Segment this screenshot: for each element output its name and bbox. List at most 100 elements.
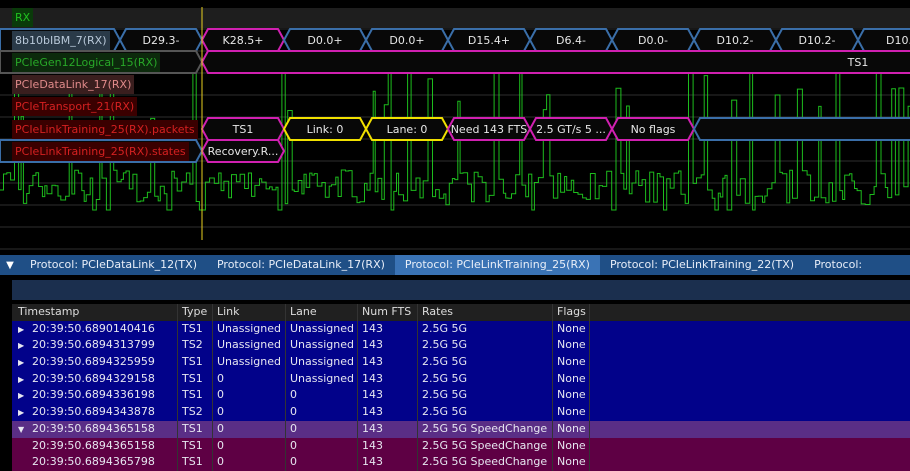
cell-flags: None xyxy=(557,388,586,402)
table-row[interactable]: ▶ 20:39:50.6894336198 TS1 0 0 143 2.5G 5G None xyxy=(12,387,910,405)
cell-flags: None xyxy=(557,371,586,385)
channel-label[interactable]: RX xyxy=(12,8,34,27)
symbol-segment-label: D29.3- xyxy=(143,34,180,47)
cell-num-fts: 143 xyxy=(362,421,383,435)
cell-flags: None xyxy=(557,355,586,369)
table-row[interactable]: ▼ 20:39:50.6894365158 TS1 0 0 143 2.5G 5G Spee… xyxy=(12,420,910,438)
channel-label[interactable]: PCIeTransport_21(RX) xyxy=(12,97,138,116)
collapsed-arrow-icon[interactable]: ▶ xyxy=(18,374,25,384)
symbol-segment-label: D6.4- xyxy=(556,34,586,47)
cell-link: 0 xyxy=(217,371,224,385)
protocol-tab[interactable]: Protocol: PCIeLinkTraining_25(RX) xyxy=(394,255,600,275)
column-header[interactable]: Timestamp xyxy=(12,304,178,321)
cell-rates: 2.5G 5G SpeedChange xyxy=(422,438,548,452)
column-header[interactable]: Type xyxy=(178,304,213,321)
cell-flags: None xyxy=(557,321,586,335)
column-header[interactable]: Flags xyxy=(553,304,590,321)
symbol-segment-label: D0.0+ xyxy=(307,34,342,47)
cell-type: TS1 xyxy=(182,355,203,369)
cell-link: 0 xyxy=(217,388,224,402)
top-strip xyxy=(0,0,910,7)
cell-flags: None xyxy=(557,338,586,352)
cell-lane: 0 xyxy=(290,455,297,469)
packet-segment-label: No flags xyxy=(631,123,676,136)
cell-lane: 0 xyxy=(290,388,297,402)
table-row[interactable]: ▶ 20:39:50.6890140416 TS1 Unassigned Unassig… xyxy=(12,320,910,338)
cell-num-fts: 143 xyxy=(362,371,383,385)
table-row[interactable]: ▶ 20:39:50.6894329158 TS1 0 Unassigned 143 2.5… xyxy=(12,370,910,388)
cell-timestamp: 20:39:50.6894313799 xyxy=(32,338,155,352)
channel-label[interactable]: PCIeLinkTraining_25(RX).states xyxy=(12,142,189,161)
logical-segment[interactable] xyxy=(200,50,910,74)
cell-lane: 0 xyxy=(290,421,297,435)
expanded-arrow-icon[interactable]: ▼ xyxy=(18,424,25,434)
cell-rates: 2.5G 5G xyxy=(422,355,468,369)
cell-timestamp: 20:39:50.6894365798 xyxy=(32,455,155,469)
cell-num-fts: 143 xyxy=(362,355,383,369)
packet-segment[interactable] xyxy=(364,117,450,141)
cell-link: Unassigned xyxy=(217,321,281,335)
cell-type: TS2 xyxy=(182,338,203,352)
packet-segment[interactable] xyxy=(610,117,696,141)
symbol-segment-label: D10.2- xyxy=(799,34,836,47)
channel-label[interactable]: 8b10bIBM_7(RX) xyxy=(12,31,110,50)
collapsed-arrow-icon[interactable]: ▶ xyxy=(18,358,25,368)
packet-segment-label: Lane: 0 xyxy=(387,123,428,136)
cell-flags: None xyxy=(557,438,586,452)
cell-lane: 0 xyxy=(290,438,297,452)
waveform-view[interactable]: D29.3- K28.5+ D0.0+ D0.0+ D15.4+ D6.4- D0.0- D1… xyxy=(0,0,910,250)
cell-lane: Unassigned xyxy=(290,321,354,335)
symbol-segment-label: D10. xyxy=(886,34,910,47)
state-segment-label: Recovery.R... xyxy=(208,145,279,158)
collapsed-arrow-icon[interactable]: ▶ xyxy=(18,324,25,334)
table-row[interactable]: ▶ 20:39:50.6894325959 TS1 Unassigned Unassig… xyxy=(12,354,910,371)
table-header: Timestamp Type Link Lane Num FTS Rates Flags xyxy=(12,304,910,321)
collapsed-arrow-icon[interactable]: ▶ xyxy=(18,408,25,418)
protocol-tab-bar: ▼ Protocol: PCIeDataLink_12(TX) Protocol:… xyxy=(0,255,910,275)
table-row[interactable]: 20:39:50.6894365798 TS1 0 0 143 2.5G 5G Speed… xyxy=(12,454,910,471)
table-row[interactable]: ▶ 20:39:50.6894313799 TS2 Unassigned Unassig… xyxy=(12,337,910,355)
protocol-tab[interactable]: Protocol: PCIeDataLink_17(RX) xyxy=(216,258,385,271)
cell-num-fts: 143 xyxy=(362,321,383,335)
channel-label[interactable]: PCIeLinkTraining_25(RX).packets xyxy=(12,120,198,139)
symbol-segment[interactable] xyxy=(856,28,910,52)
cell-type: TS1 xyxy=(182,388,203,402)
collapsed-arrow-icon[interactable]: ▶ xyxy=(18,341,25,351)
cell-lane: Unassigned xyxy=(290,371,354,385)
cell-lane: Unassigned xyxy=(290,355,354,369)
filter-bar[interactable] xyxy=(12,280,910,300)
packet-segment-label: TS1 xyxy=(232,123,254,136)
table-row[interactable]: 20:39:50.6894365158 TS1 0 0 143 2.5G 5G Speed… xyxy=(12,437,910,455)
cell-link: Unassigned xyxy=(217,338,281,352)
column-header[interactable]: Link xyxy=(213,304,286,321)
column-header[interactable]: Lane xyxy=(286,304,358,321)
protocol-tab[interactable]: Protocol: PCIeDataLink_12(TX) xyxy=(30,258,197,271)
packet-segment[interactable] xyxy=(446,117,532,141)
cell-timestamp: 20:39:50.6894336198 xyxy=(32,388,155,402)
symbol-segment-label: D0.0+ xyxy=(389,34,424,47)
cell-rates: 2.5G 5G xyxy=(422,321,468,335)
packet-segment-label: 2.5 GT/s 5 ... xyxy=(536,123,606,136)
column-header[interactable]: Num FTS xyxy=(358,304,418,321)
packet-segment[interactable] xyxy=(282,117,368,141)
packet-segment[interactable] xyxy=(692,117,910,141)
cell-lane: 0 xyxy=(290,405,297,419)
cell-rates: 2.5G 5G SpeedChange xyxy=(422,421,548,435)
tab-menu-icon[interactable]: ▼ xyxy=(6,259,14,271)
cell-type: TS1 xyxy=(182,438,203,452)
column-header[interactable]: Rates xyxy=(418,304,553,321)
protocol-tab[interactable]: Protocol: xyxy=(814,258,863,271)
cell-rates: 2.5G 5G xyxy=(422,338,468,352)
cell-timestamp: 20:39:50.6890140416 xyxy=(32,321,155,335)
table-row[interactable]: ▶ 20:39:50.6894343878 TS2 0 0 143 2.5G 5G None xyxy=(12,404,910,421)
protocol-table: Timestamp Type Link Lane Num FTS Rates Flags ▶ 2… xyxy=(12,304,910,471)
channel-label[interactable]: PCIeDataLink_17(RX) xyxy=(12,75,135,94)
channel-label[interactable]: PCIeGen12Logical_15(RX) xyxy=(12,53,161,72)
cell-type: TS1 xyxy=(182,321,203,335)
packet-segment[interactable] xyxy=(528,117,614,141)
protocol-tab[interactable]: Protocol: PCIeLinkTraining_22(TX) xyxy=(609,258,795,271)
analog-signal-trace xyxy=(0,60,910,211)
cell-link: 0 xyxy=(217,405,224,419)
collapsed-arrow-icon[interactable]: ▶ xyxy=(18,391,25,401)
cell-flags: None xyxy=(557,421,586,435)
